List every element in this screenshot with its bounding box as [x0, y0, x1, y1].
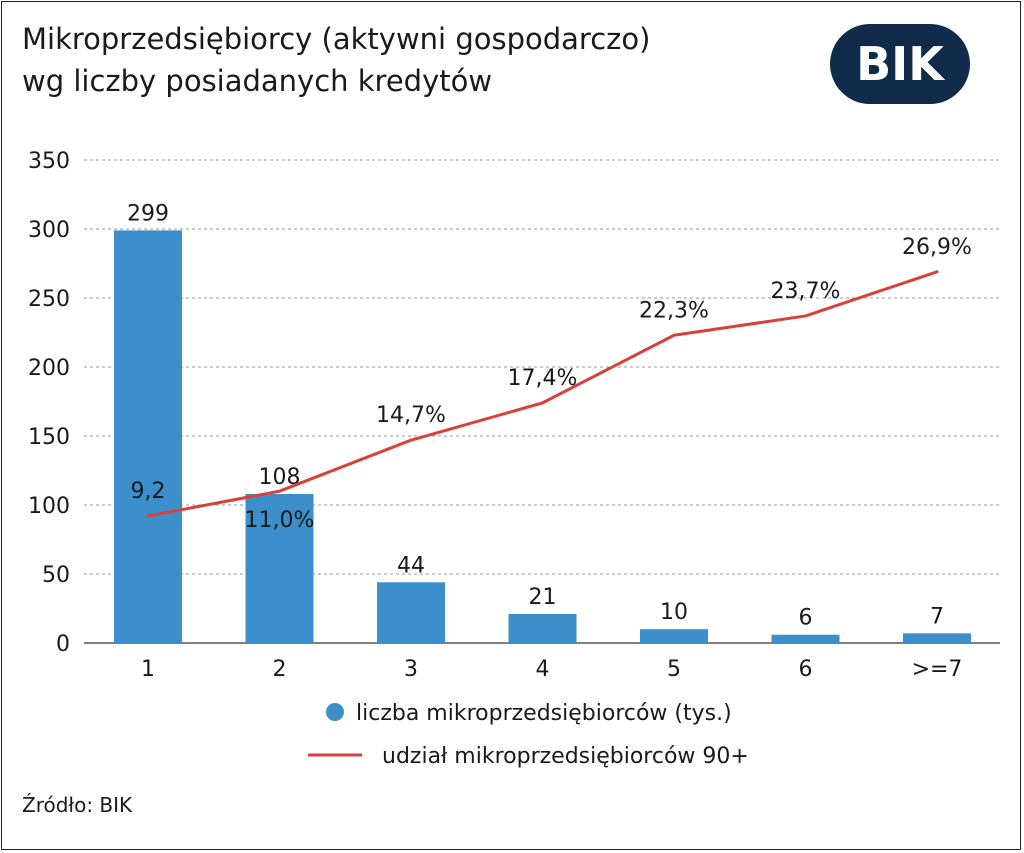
line-point: [541, 401, 544, 405]
chart-title: Mikroprzedsiębiorcy (aktywni gospodarczo…: [22, 18, 650, 102]
logo-text: BIK: [856, 37, 946, 91]
bar-value-label: 21: [529, 585, 557, 610]
bar-value-label: 44: [397, 553, 425, 578]
chart-title-line1: Mikroprzedsiębiorcy (aktywni gospodarczo…: [22, 22, 651, 56]
bar: [903, 633, 971, 643]
bar-value-label: 10: [660, 600, 688, 625]
x-tick-label: 4: [536, 657, 550, 682]
y-tick-label: 150: [28, 425, 70, 450]
x-tick-label: 1: [141, 657, 155, 682]
bar: [245, 493, 314, 643]
bar: [377, 582, 445, 643]
line-value-label: 9,2: [131, 479, 166, 504]
line-point: [935, 270, 939, 274]
grid-layer: [84, 159, 1000, 575]
y-tick-label: 0: [56, 632, 70, 657]
line-value-label: 22,3%: [639, 298, 709, 323]
line-point: [804, 314, 807, 318]
line-value-label: 17,4%: [508, 366, 578, 391]
y-tick-label: 200: [28, 356, 70, 381]
bar-layer: [114, 230, 971, 643]
line-point: [409, 438, 413, 442]
bar: [640, 629, 708, 643]
bik-logo: BIK: [830, 24, 970, 104]
line-value-label: 11,0%: [245, 508, 315, 533]
legend: liczba mikroprzedsiębiorców (tys.) udzia…: [308, 701, 749, 769]
x-tick-label: >=7: [912, 657, 963, 682]
line-point: [146, 514, 150, 518]
line-label-layer: 9,2 11,0% 14,7% 17,4% 22,3% 23,7% 26,9%: [131, 235, 972, 533]
line-layer: [146, 270, 939, 518]
y-tick-label: 300: [28, 218, 70, 243]
y-tick-label: 50: [42, 563, 70, 588]
bar-value-label: 6: [799, 606, 813, 631]
legend-line-label: udział mikroprzedsiębiorców 90+: [382, 744, 749, 769]
line-point: [672, 333, 676, 337]
line-point: [278, 489, 281, 493]
bar-value-label: 299: [127, 201, 169, 226]
source-note: Źródło: BIK: [22, 793, 133, 817]
x-tick-label: 3: [404, 657, 418, 682]
x-tick-label: 6: [799, 657, 813, 682]
x-tick-label: 2: [273, 657, 287, 682]
y-tick-label: 250: [28, 287, 70, 312]
legend-bar-label: liczba mikroprzedsiębiorców (tys.): [356, 701, 732, 726]
bar: [114, 230, 182, 643]
line-value-label: 14,7%: [376, 403, 446, 428]
logo-badge: [830, 24, 970, 104]
chart-title-line2: wg liczby posiadanych kredytów: [22, 64, 493, 98]
legend-bar-marker: [326, 703, 344, 721]
bar: [771, 634, 840, 643]
line-value-label: 23,7%: [771, 279, 841, 304]
axis-layer: 0 50 100 150 200 250 300 350 1 2 3 4 5 6 >=7: [28, 149, 1000, 682]
bar-value-label: 7: [930, 604, 944, 629]
x-tick-label: 5: [667, 657, 681, 682]
y-tick-label: 100: [28, 494, 70, 519]
line-value-label: 26,9%: [902, 235, 972, 260]
y-tick-label: 350: [28, 149, 70, 174]
bar: [508, 614, 577, 643]
